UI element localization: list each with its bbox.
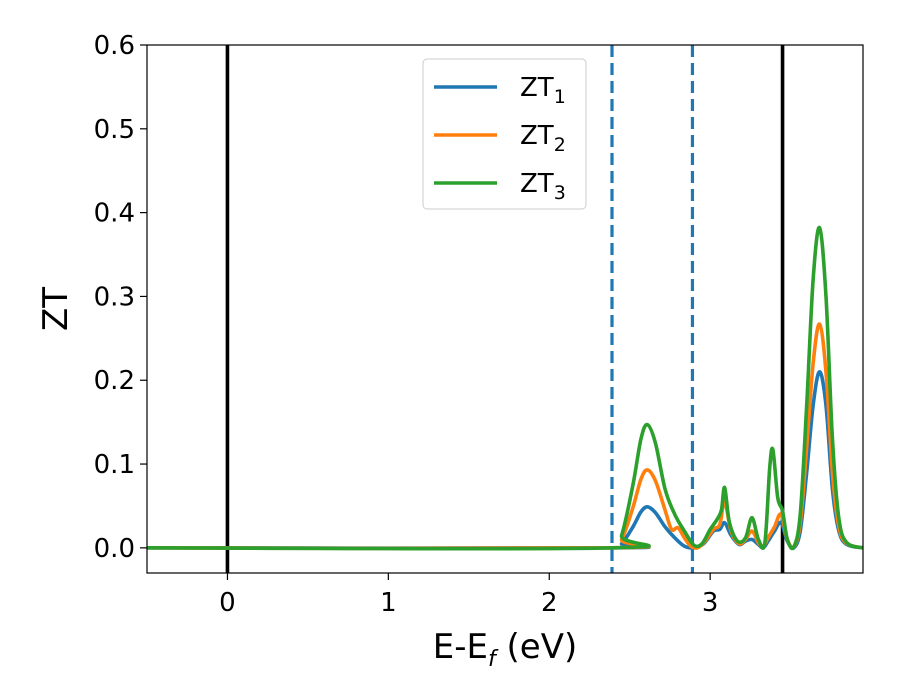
y-axis-label: ZT	[36, 287, 76, 331]
y-tick-label: 0.5	[94, 115, 135, 145]
legend: ZT1 ZT2 ZT3	[422, 58, 587, 210]
series-line-zt3	[147, 225, 863, 551]
x-tick-label: 0	[219, 588, 236, 618]
y-tick-label: 0.1	[94, 450, 135, 480]
x-axis-label-unit: (eV)	[496, 627, 578, 667]
y-tick-label: 0.3	[94, 282, 135, 312]
x-tick-label: 2	[541, 588, 558, 618]
x-axis-label-main: E-E	[433, 627, 488, 667]
legend-label-zt1: ZT1	[520, 73, 566, 108]
legend-box	[422, 58, 587, 210]
x-tick-label: 3	[702, 588, 719, 618]
y-tick-label: 0.6	[94, 31, 135, 61]
y-axis: 0.0 0.1 0.2 0.3 0.4 0.5 0.6	[94, 31, 147, 564]
x-axis-label-sub: f	[488, 647, 499, 672]
axes-frame	[146, 44, 864, 574]
y-tick-label: 0.0	[94, 534, 135, 564]
series-line-zt2	[147, 322, 863, 551]
plot-content	[147, 45, 863, 573]
legend-label-zt3: ZT3	[520, 169, 566, 204]
x-tick-label: 1	[380, 588, 397, 618]
y-tick-label: 0.4	[94, 199, 135, 229]
x-axis-label: E-Ef (eV)	[433, 627, 578, 672]
x-axis: 0 1 2 3	[219, 573, 718, 618]
legend-label-zt2: ZT2	[520, 121, 566, 156]
plot-area	[147, 45, 863, 573]
y-tick-label: 0.2	[94, 366, 135, 396]
